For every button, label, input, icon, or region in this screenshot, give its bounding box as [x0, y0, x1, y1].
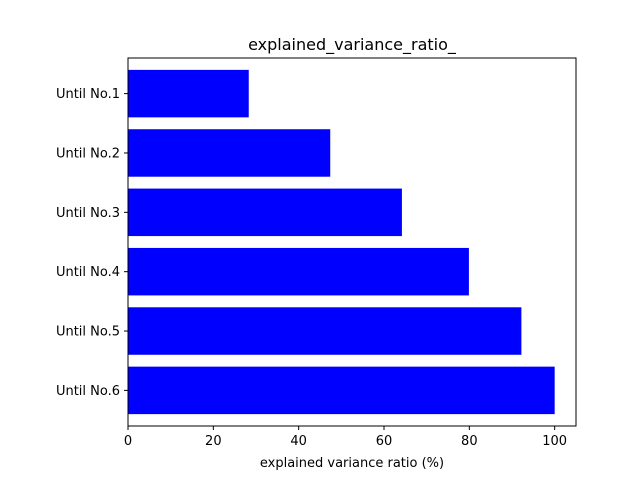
bar-6	[128, 366, 555, 415]
y-axis-ticks: Until No.1 Until No.2 Until No.3 Until No.4…	[56, 87, 128, 399]
x-tick-label: 60	[376, 434, 393, 449]
x-axis-label: explained variance ratio (%)	[260, 456, 444, 471]
x-tick-label: 40	[290, 434, 307, 449]
bar-2	[128, 129, 331, 177]
bar-5	[128, 307, 522, 355]
bar-3	[128, 188, 402, 237]
y-tick-label: Until No.1	[56, 87, 120, 102]
bar-1	[128, 69, 249, 118]
x-tick-label: 100	[542, 434, 567, 449]
y-tick-label: Until No.6	[56, 384, 120, 399]
x-tick-label: 0	[124, 434, 132, 449]
y-tick-label: Until No.3	[56, 206, 120, 221]
x-tick-label: 80	[461, 434, 478, 449]
x-axis-ticks: 0 20 40 60 80 100	[124, 426, 567, 449]
y-tick-label: Until No.2	[56, 146, 120, 161]
bars-layer	[128, 69, 555, 415]
x-tick-label: 20	[205, 434, 222, 449]
plot-area-frame	[127, 57, 577, 427]
bar-4	[128, 247, 469, 296]
y-tick-label: Until No.4	[56, 265, 120, 280]
y-tick-label: Until No.5	[56, 325, 120, 340]
chart-title: explained_variance_ratio_	[248, 35, 457, 55]
